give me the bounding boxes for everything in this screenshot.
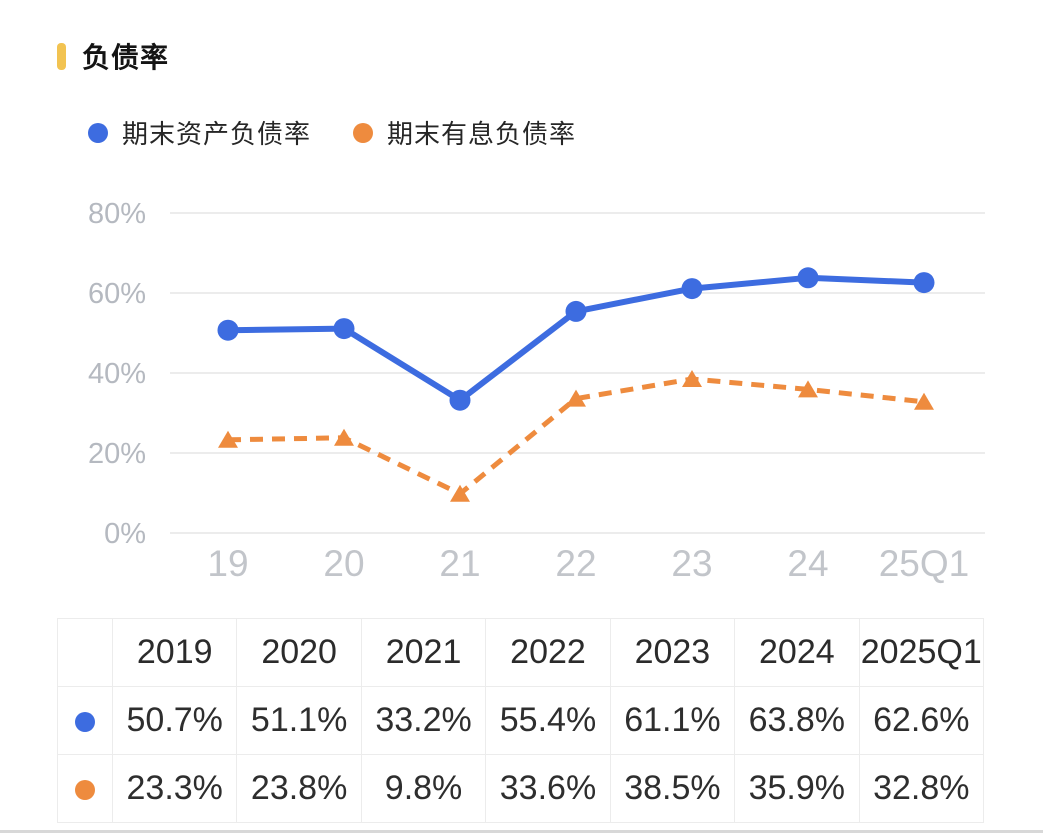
table-cell: 38.5% [609, 754, 736, 823]
table-header-year: 2022 [485, 618, 611, 687]
table-cell: 33.2% [360, 686, 487, 755]
table-header-year: 2024 [734, 618, 860, 687]
data-point-triangle [914, 392, 934, 410]
table-header-year: 2019 [111, 618, 238, 687]
section-header: 负债率 [57, 36, 169, 76]
y-axis-tick-label: 40% [88, 358, 146, 390]
data-point-triangle [682, 370, 702, 387]
series-circle-icon [75, 780, 95, 801]
table-header-year: 2020 [236, 618, 362, 687]
legend-circle-icon [88, 122, 108, 143]
table-cell: 23.3% [111, 754, 238, 823]
data-point-circle [681, 278, 703, 300]
table-cell: 61.1% [609, 686, 736, 755]
table-header-year: 2021 [360, 618, 487, 687]
data-point-triangle [334, 428, 354, 446]
legend-item-interest-debt-ratio[interactable]: 期末有息负债率 [353, 114, 576, 151]
table-cell: 62.6% [858, 686, 985, 755]
data-point-triangle [218, 430, 238, 448]
data-point-triangle [450, 484, 470, 502]
x-axis-tick-label: 24 [787, 543, 828, 584]
legend-label: 期末资产负债率 [122, 119, 312, 149]
legend-circle-icon [353, 122, 374, 143]
table-header-row: 2019 2020 2021 2022 2023 2024 2025Q1 [57, 618, 985, 687]
table-cell: 55.4% [485, 686, 611, 755]
table-header-year: 2023 [609, 618, 736, 687]
data-point-triangle [798, 380, 818, 398]
x-axis-tick-label: 25Q1 [879, 543, 970, 584]
row-marker-cell [57, 686, 113, 755]
x-axis-tick-label: 22 [555, 543, 596, 584]
data-point-circle [565, 300, 587, 322]
table-row: 23.3% 23.8% 9.8% 33.6% 38.5% 35.9% 32.8% [57, 754, 985, 823]
table-cell: 33.6% [485, 754, 611, 823]
data-point-triangle [566, 389, 586, 407]
x-axis-tick-label: 23 [671, 543, 712, 584]
table-cell: 9.8% [360, 754, 487, 823]
legend-label: 期末有息负债率 [387, 119, 577, 149]
data-point-circle [797, 267, 819, 289]
table-cell: 51.1% [236, 686, 362, 755]
panel-bottom-divider [0, 830, 1043, 833]
line-chart: 0% 20% 40% 60% 80% 19 20 21 22 23 24 25Q1 [88, 198, 985, 584]
data-point-circle [217, 319, 239, 341]
y-axis-tick-label: 60% [88, 278, 146, 310]
table-cell: 35.9% [734, 754, 860, 823]
table-cell: 23.8% [236, 754, 362, 823]
table-cell: 63.8% [734, 686, 860, 755]
y-axis-tick-label: 20% [88, 438, 146, 470]
x-axis-tick-label: 20 [323, 543, 364, 584]
section-accent-bar-icon [57, 42, 66, 70]
page-title: 负债率 [82, 42, 170, 73]
data-table: 2019 2020 2021 2022 2023 2024 2025Q1 50.… [57, 618, 985, 823]
solid-series-line [227, 274, 925, 404]
table-cell: 50.7% [111, 686, 238, 755]
table-corner-cell [57, 618, 113, 687]
x-axis-tick-label: 19 [207, 543, 248, 584]
y-axis-tick-label: 0% [104, 518, 146, 550]
table-row: 50.7% 51.1% 33.2% 55.4% 61.1% 63.8% 62.6… [57, 686, 985, 755]
x-axis-tick-label: 21 [439, 543, 480, 584]
chart-legend: 期末资产负债率 期末有息负债率 [88, 114, 576, 151]
y-axis-tick-label: 80% [88, 198, 146, 230]
data-point-circle [449, 389, 471, 411]
row-marker-cell [57, 754, 113, 823]
table-cell: 32.8% [858, 754, 985, 823]
legend-item-asset-debt-ratio[interactable]: 期末资产负债率 [88, 114, 311, 151]
data-point-circle [333, 318, 355, 340]
series-circle-icon [75, 712, 95, 733]
data-point-circle [913, 272, 935, 294]
table-header-year: 2025Q1 [858, 618, 985, 687]
